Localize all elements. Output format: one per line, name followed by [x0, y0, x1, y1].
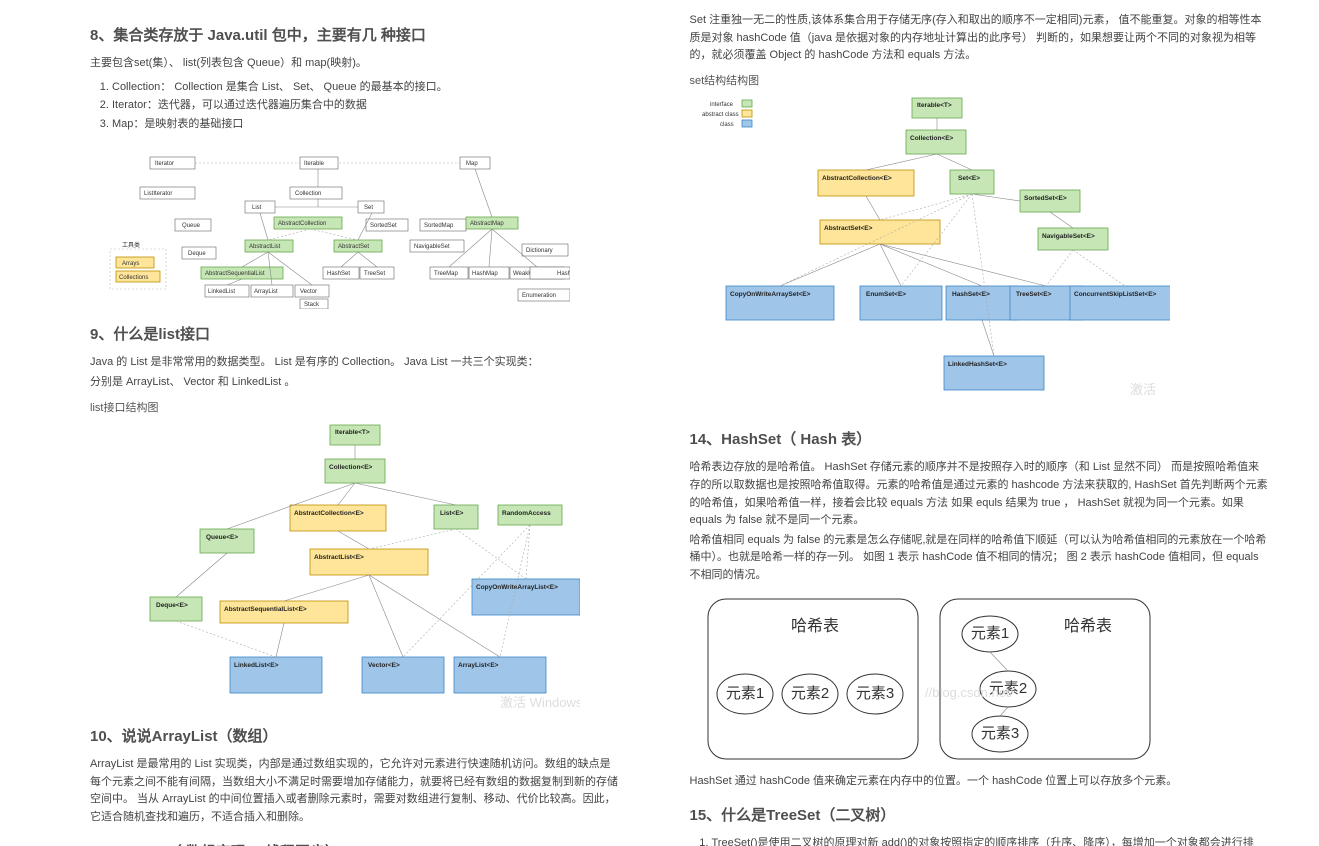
section-15-title: 15、什么是TreeSet（二叉树） — [690, 804, 1270, 825]
svg-text:HashSet: HashSet — [327, 271, 350, 277]
left-column: 8、集合类存放于 Java.util 包中，主要有几 种接口 主要包含set(集… — [0, 0, 660, 846]
svg-text://blog.csdn.net/: //blog.csdn.net/ — [925, 685, 1014, 700]
section-14-p2: 哈希值相同 equals 为 false 的元素是怎么存储呢,就是在同样的哈希值… — [690, 532, 1270, 585]
svg-text:LinkedHashSet<E>: LinkedHashSet<E> — [948, 361, 1007, 368]
svg-text:AbstractMap: AbstractMap — [470, 221, 504, 227]
list-hierarchy-diagram: Iterable<T> Collection<E> AbstractCollec… — [90, 421, 580, 711]
svg-text:AbstractList: AbstractList — [249, 244, 281, 250]
svg-text:哈希表: 哈希表 — [790, 617, 838, 635]
svg-text:元素3: 元素3 — [855, 685, 893, 702]
svg-text:SortedSet<E>: SortedSet<E> — [1024, 195, 1067, 202]
section-14-after: HashSet 通过 hashCode 值来确定元素在内存中的位置。一个 has… — [690, 773, 1270, 791]
svg-text:ListIterator: ListIterator — [144, 191, 172, 197]
svg-text:LinkedList<E>: LinkedList<E> — [234, 662, 279, 669]
svg-text:Deque: Deque — [188, 251, 206, 257]
svg-text:ArrayList: ArrayList — [254, 289, 278, 295]
svg-text:元素1: 元素1 — [725, 685, 763, 702]
svg-text:激活 Windows: 激活 Windows — [500, 695, 580, 710]
svg-text:SortedMap: SortedMap — [424, 223, 454, 229]
section-10-p: ArrayList 是最常用的 List 实现类，内部是通过数组实现的，它允许对… — [90, 756, 620, 826]
svg-text:CopyOnWriteArraySet<E>: CopyOnWriteArraySet<E> — [730, 291, 811, 298]
svg-text:Iterable<T>: Iterable<T> — [335, 429, 370, 436]
svg-text:Dictionary: Dictionary — [526, 248, 553, 254]
svg-text:CopyOnWriteArrayList<E>: CopyOnWriteArrayList<E> — [476, 584, 558, 591]
list-fig-label: list接口结构图 — [90, 400, 620, 418]
svg-text:RandomAccess: RandomAccess — [502, 510, 551, 517]
svg-text:TreeSet<E>: TreeSet<E> — [1016, 291, 1052, 298]
right-column: Set 注重独一无二的性质,该体系集合用于存储无序(存入和取出的顺序不一定相同)… — [660, 0, 1319, 846]
svg-text:Enumeration: Enumeration — [522, 293, 556, 299]
svg-text:元素2: 元素2 — [790, 685, 828, 702]
svg-text:Map: Map — [466, 161, 478, 167]
svg-text:Deque<E>: Deque<E> — [156, 602, 188, 609]
svg-text:AbstractSet<E>: AbstractSet<E> — [824, 225, 873, 232]
section-8-list: Collection： Collection 是集合 List、 Set、 Qu… — [112, 79, 620, 134]
section-9-title: 9、什么是list接口 — [90, 323, 620, 344]
svg-text:ArrayList<E>: ArrayList<E> — [458, 662, 499, 669]
svg-text:LinkedList: LinkedList — [208, 289, 235, 295]
section-10-title: 10、说说ArrayList（数组） — [90, 725, 620, 746]
svg-text:Stack: Stack — [304, 302, 320, 308]
svg-text:Vector<E>: Vector<E> — [368, 662, 400, 669]
collection-hierarchy-diagram: Iterator Iterable Collection Map ListIte… — [90, 139, 570, 309]
svg-text:AbstractSet: AbstractSet — [338, 244, 369, 250]
svg-text:工具类: 工具类 — [122, 241, 140, 249]
list-item: Iterator：迭代器，可以通过迭代器遍历集合中的数据 — [112, 97, 620, 115]
section-8-title: 8、集合类存放于 Java.util 包中，主要有几 种接口 — [90, 24, 620, 45]
hashset-diagram: 哈希表 元素1 元素2 元素3 哈希表 元素1 元素2 元素3 //blog.c… — [690, 589, 1170, 769]
list-item: Map：是映射表的基础接口 — [112, 116, 620, 134]
svg-text:Collection: Collection — [295, 191, 321, 197]
svg-text:哈希表: 哈希表 — [1063, 617, 1111, 635]
svg-text:Iterable: Iterable — [304, 161, 325, 167]
svg-text:Collection<E>: Collection<E> — [910, 135, 954, 142]
svg-text:激活: 激活 — [1130, 382, 1156, 397]
set-fig-label: set结构结构图 — [690, 73, 1270, 91]
svg-text:class: class — [720, 122, 734, 128]
section-8-intro: 主要包含set(集）、 list(列表包含 Queue）和 map(映射)。 — [90, 55, 620, 73]
section-11-title: 11、Vector（ 数组实现、 线程同步） — [90, 841, 620, 846]
svg-text:AbstractSequentialList<E>: AbstractSequentialList<E> — [224, 606, 307, 613]
list-item: Collection： Collection 是集合 List、 Set、 Qu… — [112, 79, 620, 97]
section-9-p2: 分别是 ArrayList、 Vector 和 LinkedList 。 — [90, 374, 620, 392]
svg-text:Iterator: Iterator — [155, 161, 174, 167]
svg-text:List<E>: List<E> — [440, 510, 464, 517]
section-14-title: 14、HashSet（ Hash 表） — [690, 428, 1270, 449]
svg-text:AbstractList<E>: AbstractList<E> — [314, 554, 364, 561]
svg-text:ConcurrentSkipListSet<E>: ConcurrentSkipListSet<E> — [1074, 291, 1157, 298]
svg-text:Iterable<T>: Iterable<T> — [917, 102, 952, 109]
svg-text:Queue<E>: Queue<E> — [206, 534, 238, 541]
section-15-list: TreeSet()是使用二叉树的原理对新 add()的对象按照指定的顺序排序（升… — [712, 835, 1270, 846]
svg-text:Vector: Vector — [300, 289, 317, 295]
list-item: TreeSet()是使用二叉树的原理对新 add()的对象按照指定的顺序排序（升… — [712, 835, 1270, 846]
svg-text:EnumSet<E>: EnumSet<E> — [866, 291, 906, 298]
section-13-p: Set 注重独一无二的性质,该体系集合用于存储无序(存入和取出的顺序不一定相同)… — [690, 12, 1270, 65]
svg-text:NavigableSet: NavigableSet — [414, 244, 450, 250]
svg-text:HashMap: HashMap — [472, 271, 498, 277]
svg-text:元素3: 元素3 — [980, 725, 1018, 742]
svg-text:Queue: Queue — [182, 223, 201, 229]
svg-text:AbstractSequentialList: AbstractSequentialList — [205, 271, 265, 277]
svg-text:TreeMap: TreeMap — [434, 271, 458, 277]
svg-text:Arrays: Arrays — [122, 261, 139, 267]
svg-text:Set: Set — [364, 205, 373, 211]
svg-text:AbstractCollection<E>: AbstractCollection<E> — [294, 510, 364, 517]
section-14-p1: 哈希表边存放的是哈希值。 HashSet 存储元素的顺序并不是按照存入时的顺序（… — [690, 459, 1270, 529]
section-9-p1: Java 的 List 是非常常用的数据类型。 List 是有序的 Collec… — [90, 354, 620, 372]
svg-text:Collections: Collections — [119, 275, 148, 281]
svg-text:Set<E>: Set<E> — [958, 175, 980, 182]
svg-text:TreeSet: TreeSet — [364, 271, 385, 277]
svg-text:Hashtable: Hashtable — [557, 271, 570, 277]
set-hierarchy-diagram: interface abstract class class Iterable<… — [690, 94, 1170, 414]
svg-text:Collection<E>: Collection<E> — [329, 464, 373, 471]
svg-text:abstract class: abstract class — [702, 112, 739, 118]
svg-text:interface: interface — [710, 102, 734, 108]
svg-text:List: List — [252, 205, 262, 211]
svg-text:SortedSet: SortedSet — [370, 223, 397, 229]
svg-text:HashSet<E>: HashSet<E> — [952, 291, 990, 298]
svg-text:元素1: 元素1 — [970, 625, 1008, 642]
svg-text:AbstractCollection: AbstractCollection — [278, 221, 326, 227]
svg-text:AbstractCollection<E>: AbstractCollection<E> — [822, 175, 892, 182]
svg-text:NavigableSet<E>: NavigableSet<E> — [1042, 233, 1095, 240]
